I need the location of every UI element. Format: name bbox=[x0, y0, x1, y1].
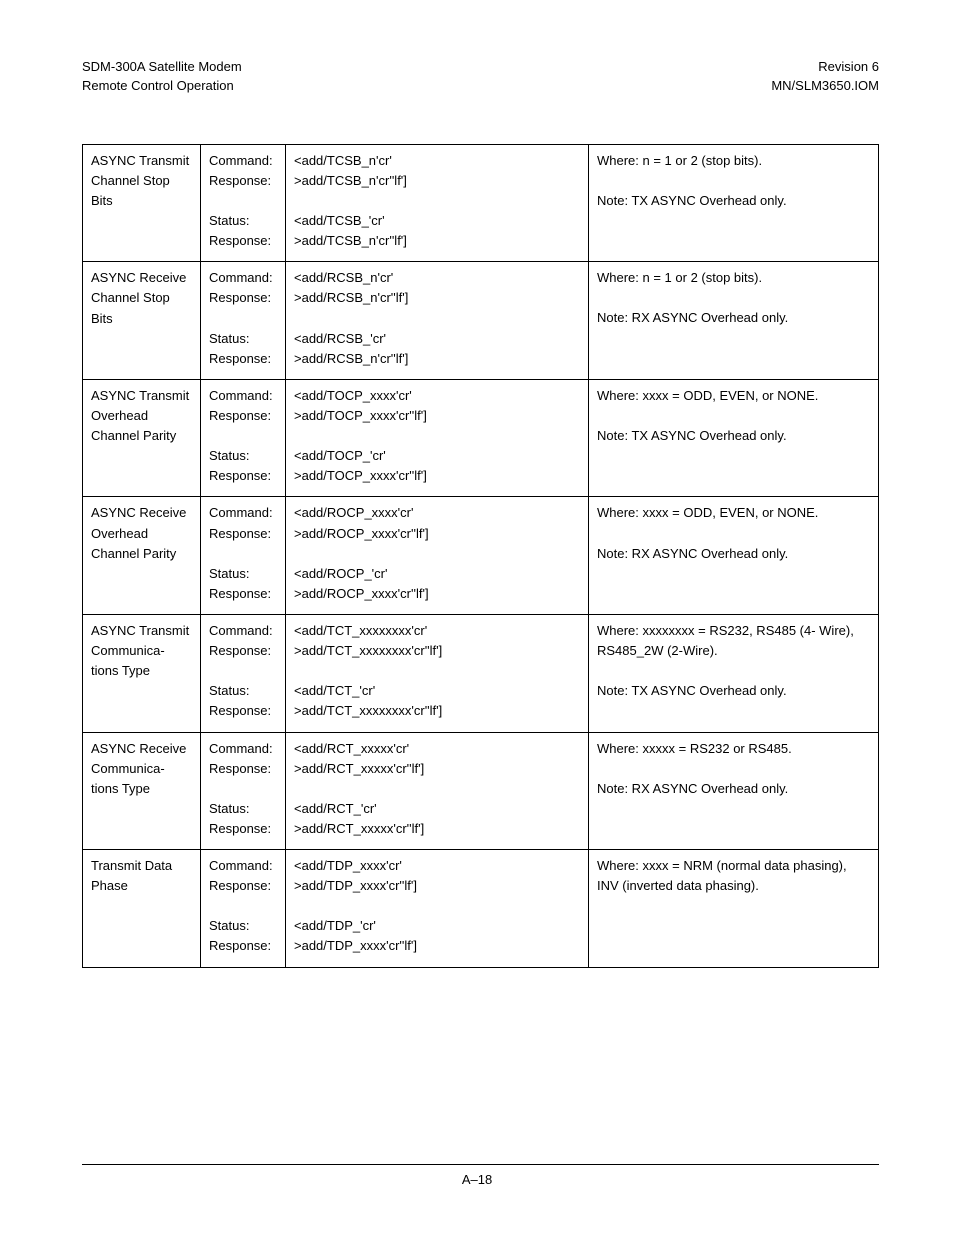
row-description: Where: xxxx = ODD, EVEN, or NONE. Note: … bbox=[589, 379, 879, 497]
row-name: ASYNC Receive Communica-tions Type bbox=[83, 732, 201, 850]
table-row: ASYNC Receive Channel Stop BitsCommand:R… bbox=[83, 262, 879, 380]
row-labels: Command:Response: Status:Response: bbox=[201, 144, 286, 262]
command-table: ASYNC Transmit Channel Stop BitsCommand:… bbox=[82, 144, 879, 968]
row-description: Where: n = 1 or 2 (stop bits). Note: TX … bbox=[589, 144, 879, 262]
table-row: ASYNC Transmit Overhead Channel ParityCo… bbox=[83, 379, 879, 497]
header-right-line2: MN/SLM3650.IOM bbox=[771, 77, 879, 96]
row-description: Where: xxxxx = RS232 or RS485. Note: RX … bbox=[589, 732, 879, 850]
row-labels: Command:Response: Status:Response: bbox=[201, 614, 286, 732]
table-row: ASYNC Receive Overhead Channel ParityCom… bbox=[83, 497, 879, 615]
row-commands: <add/RCT_xxxxx'cr'>add/RCT_xxxxx'cr''lf'… bbox=[286, 732, 589, 850]
row-commands: <add/RCSB_n'cr'>add/RCSB_n'cr''lf'] <add… bbox=[286, 262, 589, 380]
row-commands: <add/TCT_xxxxxxxx'cr'>add/TCT_xxxxxxxx'c… bbox=[286, 614, 589, 732]
row-description: Where: xxxx = NRM (normal data phasing),… bbox=[589, 850, 879, 968]
row-description: Where: n = 1 or 2 (stop bits). Note: RX … bbox=[589, 262, 879, 380]
row-name: ASYNC Transmit Channel Stop Bits bbox=[83, 144, 201, 262]
page-header: SDM-300A Satellite Modem Remote Control … bbox=[82, 58, 879, 96]
row-labels: Command:Response: Status:Response: bbox=[201, 262, 286, 380]
row-name: ASYNC Transmit Overhead Channel Parity bbox=[83, 379, 201, 497]
header-right-line1: Revision 6 bbox=[771, 58, 879, 77]
row-commands: <add/TOCP_xxxx'cr'>add/TOCP_xxxx'cr''lf'… bbox=[286, 379, 589, 497]
table-row: ASYNC Transmit Communica-tions TypeComma… bbox=[83, 614, 879, 732]
table-row: ASYNC Receive Communica-tions TypeComman… bbox=[83, 732, 879, 850]
row-labels: Command:Response: Status:Response: bbox=[201, 497, 286, 615]
row-name: Transmit Data Phase bbox=[83, 850, 201, 968]
row-name: ASYNC Receive Channel Stop Bits bbox=[83, 262, 201, 380]
footer-rule bbox=[82, 1164, 879, 1165]
row-name: ASYNC Transmit Communica-tions Type bbox=[83, 614, 201, 732]
row-name: ASYNC Receive Overhead Channel Parity bbox=[83, 497, 201, 615]
row-commands: <add/TDP_xxxx'cr'>add/TDP_xxxx'cr''lf'] … bbox=[286, 850, 589, 968]
table-row: ASYNC Transmit Channel Stop BitsCommand:… bbox=[83, 144, 879, 262]
header-left-line1: SDM-300A Satellite Modem bbox=[82, 58, 242, 77]
header-left-line2: Remote Control Operation bbox=[82, 77, 242, 96]
row-labels: Command:Response: Status:Response: bbox=[201, 850, 286, 968]
page-number: A–18 bbox=[0, 1172, 954, 1187]
row-description: Where: xxxxxxxx = RS232, RS485 (4- Wire)… bbox=[589, 614, 879, 732]
row-description: Where: xxxx = ODD, EVEN, or NONE. Note: … bbox=[589, 497, 879, 615]
table-row: Transmit Data PhaseCommand:Response: Sta… bbox=[83, 850, 879, 968]
row-labels: Command:Response: Status:Response: bbox=[201, 732, 286, 850]
row-commands: <add/ROCP_xxxx'cr'>add/ROCP_xxxx'cr''lf'… bbox=[286, 497, 589, 615]
row-commands: <add/TCSB_n'cr'>add/TCSB_n'cr''lf'] <add… bbox=[286, 144, 589, 262]
row-labels: Command:Response: Status:Response: bbox=[201, 379, 286, 497]
